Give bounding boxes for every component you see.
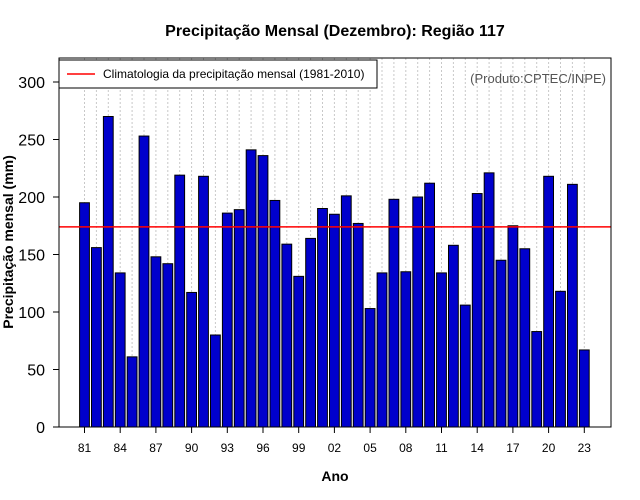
x-axis: 81 84 87 90 93 96 99 02 05 08 11 14 17 20 23 xyxy=(78,427,591,455)
bar-2016 xyxy=(495,259,507,428)
bar-2012 xyxy=(448,244,459,428)
bar-1991 xyxy=(198,175,209,428)
y-tick-label: 100 xyxy=(18,305,45,322)
bar-2011 xyxy=(436,272,447,428)
bar-2009 xyxy=(412,196,424,428)
bar-1984 xyxy=(114,272,126,428)
legend-box xyxy=(58,59,378,89)
bar-1998 xyxy=(281,243,293,428)
bar-1992 xyxy=(210,334,221,428)
bar-1982 xyxy=(91,247,102,428)
bar-1995 xyxy=(245,149,257,428)
bar-2021 xyxy=(555,290,566,428)
bar-2007 xyxy=(388,198,400,428)
bar-2022 xyxy=(567,183,578,428)
legend: Climatologia da precipitação mensal (198… xyxy=(58,59,378,89)
bar-2001 xyxy=(317,208,328,428)
bar-1989 xyxy=(174,174,186,428)
y-tick-label: 150 xyxy=(18,248,45,265)
bar-2006 xyxy=(376,272,388,428)
bar-2005 xyxy=(364,308,376,428)
bar-2010 xyxy=(424,182,436,428)
bar-2015 xyxy=(483,172,495,428)
y-tick-label: 300 xyxy=(18,75,45,92)
y-axis-title: Precipitação mensal (mm) xyxy=(0,155,16,329)
bar-2023 xyxy=(578,349,590,428)
bar-2008 xyxy=(400,271,412,428)
bar-1994 xyxy=(233,209,245,428)
legend-label: Climatologia da precipitação mensal (198… xyxy=(103,67,364,81)
x-tick-label: 20 xyxy=(542,441,556,455)
x-axis-title: Ano xyxy=(321,468,348,484)
bar-1987 xyxy=(150,256,162,428)
bar-1997 xyxy=(269,199,281,428)
x-tick-label: 17 xyxy=(506,441,520,455)
y-tick-label: 200 xyxy=(18,190,45,207)
bar-1985 xyxy=(126,356,138,428)
x-tick-label: 14 xyxy=(471,441,485,455)
bar-2002 xyxy=(329,213,340,428)
y-tick-label: 50 xyxy=(27,363,45,380)
bar-1988 xyxy=(162,263,174,428)
bars-group xyxy=(79,116,590,428)
bar-1986 xyxy=(138,135,150,428)
x-tick-label: 93 xyxy=(221,441,235,455)
x-tick-label: 99 xyxy=(292,441,306,455)
bar-2004 xyxy=(352,222,364,428)
chart-title: Precipitação Mensal (Dezembro): Região 1… xyxy=(165,23,505,40)
bar-2003 xyxy=(340,195,352,428)
plot-frame xyxy=(58,57,612,428)
bar-2019 xyxy=(531,331,543,428)
x-tick-label: 81 xyxy=(78,441,92,455)
bar-2000 xyxy=(305,237,317,428)
y-axis: 0 50 100 150 200 250 300 xyxy=(18,75,59,437)
bar-2014 xyxy=(471,193,483,428)
x-tick-label: 96 xyxy=(256,441,270,455)
bar-2020 xyxy=(543,175,555,428)
bar-1990 xyxy=(186,291,197,428)
x-tick-label: 87 xyxy=(149,441,163,455)
x-tick-label: 02 xyxy=(328,441,342,455)
bar-1983 xyxy=(102,116,114,428)
y-tick-label: 250 xyxy=(18,133,45,150)
x-tick-label: 90 xyxy=(185,441,199,455)
bar-2017 xyxy=(507,225,519,428)
x-tick-label: 84 xyxy=(114,441,128,455)
x-tick-label: 11 xyxy=(435,441,448,455)
bar-2018 xyxy=(519,248,531,428)
x-tick-label: 05 xyxy=(363,441,377,455)
bar-1999 xyxy=(293,275,305,428)
bar-2013 xyxy=(459,304,471,428)
x-tick-label: 08 xyxy=(399,441,413,455)
bar-1981 xyxy=(79,202,90,428)
credit-text: (Produto:CPTEC/INPE) xyxy=(470,71,606,86)
bar-1993 xyxy=(221,212,233,428)
x-tick-label: 23 xyxy=(578,441,592,455)
y-tick-label: 0 xyxy=(36,420,45,437)
bar-1996 xyxy=(257,155,269,428)
